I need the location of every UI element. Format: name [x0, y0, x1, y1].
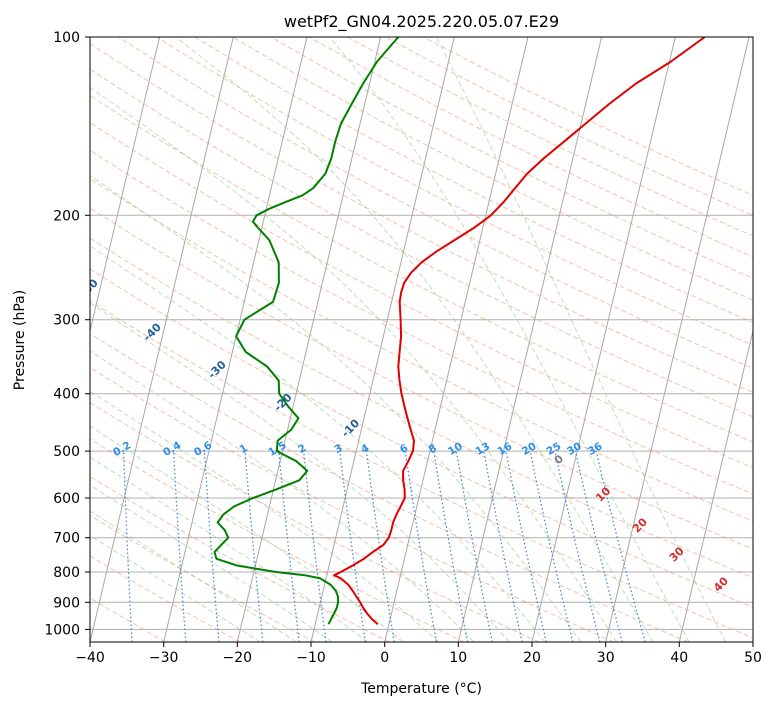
dry-adiabat-label: -50	[78, 276, 101, 299]
profiles	[213, 37, 706, 625]
moist-adiabat-line	[329, 37, 690, 642]
mixing-ratio-line	[529, 450, 574, 642]
x-tick-label: 40	[670, 650, 688, 666]
isotherm-line	[531, 37, 676, 642]
dry-adiabat-line	[90, 475, 390, 642]
isotherm-line	[678, 328, 753, 642]
moist-adiabat-line	[90, 350, 475, 642]
chart-title: wetPf2_GN04.2025.220.05.07.E29	[284, 12, 559, 32]
isotherm-line	[384, 37, 529, 642]
mixing-ratio-line	[574, 450, 623, 642]
mixing-ratio-line	[278, 451, 300, 642]
mixing-ratio-line	[365, 451, 395, 642]
isotherm-line	[163, 37, 308, 642]
x-tick-label: −20	[223, 650, 253, 666]
mixing-ratio-line	[554, 450, 601, 642]
temperature-profile-line	[333, 37, 706, 625]
dry-adiabat-line	[90, 42, 753, 393]
y-tick-label: 300	[53, 313, 80, 329]
dry-adiabat-line	[90, 237, 753, 579]
mixing-ratio-line	[339, 451, 366, 642]
y-tick-label: 1000	[44, 622, 80, 638]
isotherm-line	[310, 37, 455, 642]
moist-adiabat-line	[90, 174, 582, 642]
moist-adiabat-line	[90, 86, 618, 642]
mixing-ratio-line	[303, 451, 327, 642]
x-tick-label: 50	[744, 650, 762, 666]
y-tick-label: 100	[53, 30, 80, 46]
isotherm-line	[605, 37, 750, 642]
y-tick-label: 500	[53, 444, 80, 460]
x-tick-label: −30	[149, 650, 179, 666]
dry-adiabat-line	[90, 300, 753, 639]
dry-adiabat-line	[90, 207, 753, 550]
isotherm-line	[457, 37, 603, 642]
y-tick-label: 400	[53, 387, 80, 403]
dry-adiabat-line	[90, 597, 166, 642]
background-lines	[90, 37, 753, 642]
dry-adiabat-line	[90, 68, 753, 418]
isotherm-line	[90, 37, 234, 642]
dry-adiabat-line	[118, 37, 753, 370]
mixing-ratio-line	[505, 450, 547, 642]
y-tick-label: 900	[53, 595, 80, 611]
dry-adiabat-line	[90, 333, 689, 642]
isotherm-line	[236, 37, 382, 642]
plot-frame	[89, 36, 754, 643]
axis-ticks: −40 −30 −20 −10 0 10 20 30 40 50 100 200 300 400 500 60…	[44, 30, 762, 666]
x-tick-label: 0	[380, 650, 389, 666]
dewpoint-profile-line	[213, 37, 400, 625]
y-tick-label: 800	[53, 565, 80, 581]
moist-adiabat-line	[90, 425, 404, 642]
dry-adiabat-line	[156, 37, 753, 346]
x-axis-label: Temperature (°C)	[360, 681, 482, 697]
x-tick-label: −40	[75, 650, 105, 666]
dry-adiabat-line	[90, 402, 540, 642]
isotherm-line	[90, 37, 161, 334]
moist-adiabat-line	[90, 302, 510, 642]
y-tick-label: 600	[53, 491, 80, 507]
x-tick-label: 30	[597, 650, 615, 666]
mixing-ratio-line	[203, 451, 220, 642]
mixing-ratio-line	[244, 451, 264, 642]
dry-adiabat-line	[90, 438, 465, 642]
dry-adiabat-line	[90, 514, 315, 642]
moist-adiabat-line	[90, 484, 333, 642]
x-tick-label: 10	[449, 650, 467, 666]
y-tick-label: 200	[53, 208, 80, 224]
x-tick-label: 20	[523, 650, 541, 666]
mixing-ratio-line	[455, 451, 493, 642]
dry-adiabat-line	[90, 367, 614, 642]
mixing-ratio-line	[483, 450, 523, 642]
dry-adiabat-line	[90, 178, 753, 522]
y-tick-label: 700	[53, 531, 80, 547]
mixing-ratio-line	[595, 450, 646, 642]
x-tick-label: −10	[296, 650, 326, 666]
moist-adiabat-line	[174, 37, 654, 642]
y-axis-label: Pressure (hPa)	[12, 290, 28, 390]
moist-adiabat-line	[435, 37, 726, 642]
dry-adiabat-line	[90, 94, 753, 443]
dry-adiabat-line	[90, 268, 753, 608]
